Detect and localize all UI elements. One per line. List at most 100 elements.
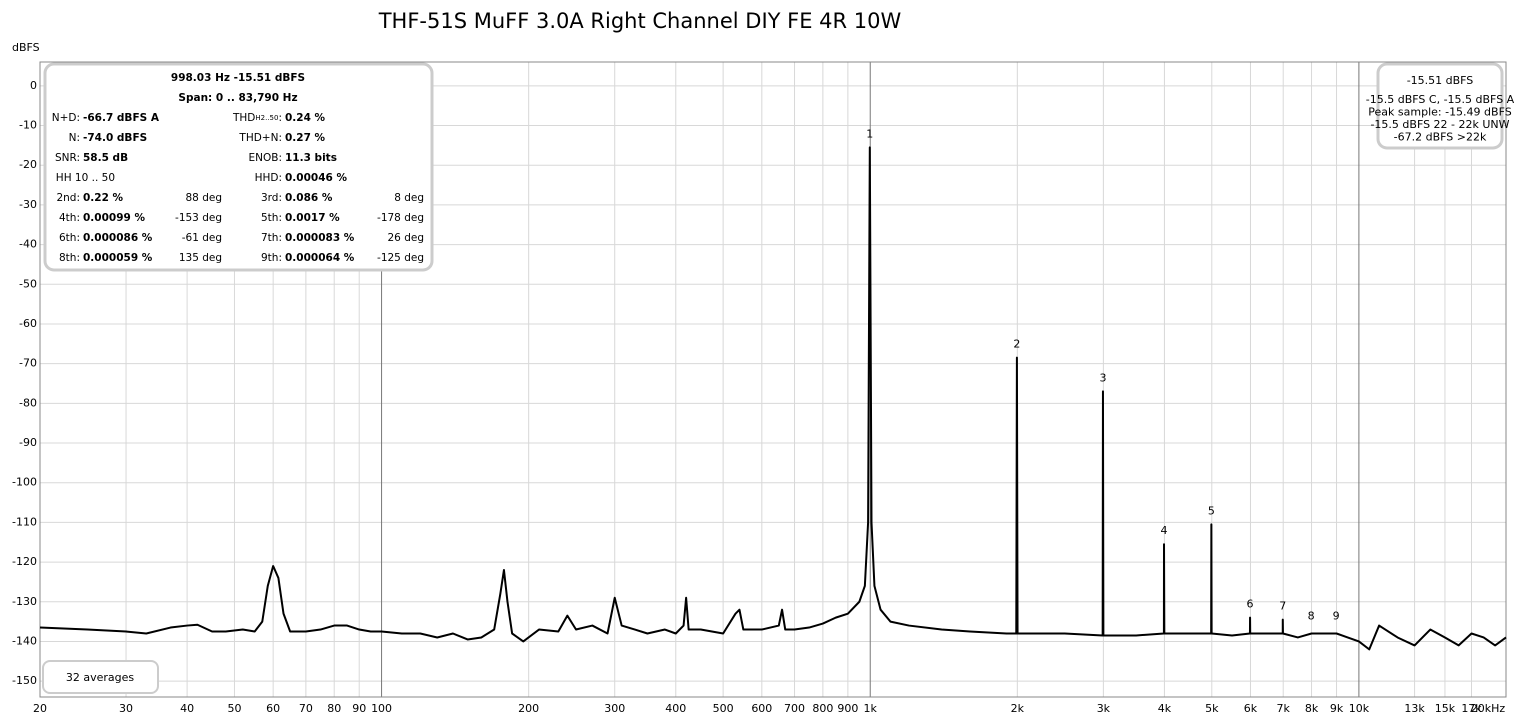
info-label: 7th: bbox=[261, 232, 282, 244]
x-tick-label: 1k bbox=[864, 702, 878, 715]
y-tick-label: -100 bbox=[12, 476, 37, 489]
y-tick-label: -110 bbox=[12, 515, 37, 528]
x-tick-label: 8k bbox=[1305, 702, 1319, 715]
x-tick-label: 5k bbox=[1205, 702, 1219, 715]
info-value: 0.24 % bbox=[285, 112, 326, 124]
x-tick-label: 500 bbox=[713, 702, 734, 715]
info-box bbox=[43, 62, 434, 272]
info-phase: -125 deg bbox=[377, 252, 424, 264]
info-value: 0.000064 % bbox=[285, 252, 355, 264]
x-tick-label: 50 bbox=[227, 702, 241, 715]
info-phase: 26 deg bbox=[388, 232, 425, 244]
harmonic-label: 7 bbox=[1279, 600, 1286, 613]
info-label: 3rd: bbox=[261, 192, 282, 204]
x-tick-label: 20 bbox=[33, 702, 47, 715]
info-value: 0.000086 % bbox=[83, 232, 153, 244]
harmonic-label: 3 bbox=[1099, 371, 1106, 384]
x-tick-label: 6k bbox=[1244, 702, 1258, 715]
y-tick-label: -30 bbox=[19, 198, 37, 211]
x-tick-label: 700 bbox=[784, 702, 805, 715]
level-line: -67.2 dBFS >22k bbox=[1394, 131, 1487, 144]
info-value: 0.000083 % bbox=[285, 232, 355, 244]
info-label-main: THD bbox=[232, 112, 255, 124]
level-line: -15.5 dBFS C, -15.5 dBFS A bbox=[1366, 93, 1515, 106]
info-header: Span: 0 .. 83,790 Hz bbox=[178, 92, 297, 104]
harmonic-label: 2 bbox=[1013, 338, 1020, 351]
info-header: 998.03 Hz -15.51 dBFS bbox=[171, 72, 305, 84]
info-label: HHD: bbox=[255, 172, 282, 184]
info-label: 9th: bbox=[261, 252, 282, 264]
x-tick-label: 4k bbox=[1158, 702, 1172, 715]
y-tick-label: -20 bbox=[19, 158, 37, 171]
averages: 32 averages bbox=[66, 671, 135, 684]
chart-title: THF-51S MuFF 3.0A Right Channel DIY FE 4… bbox=[378, 9, 902, 33]
harmonic-label: 1 bbox=[866, 127, 873, 140]
plot-frame bbox=[39, 61, 1507, 698]
x-tick-label: 9k bbox=[1330, 702, 1344, 715]
info-label: 8th: bbox=[59, 252, 80, 264]
x-tick-label: 100 bbox=[371, 702, 392, 715]
info-label-suffix: : bbox=[278, 112, 282, 124]
y-axis-label: dBFS bbox=[12, 41, 40, 54]
info-value: 11.3 bits bbox=[285, 152, 337, 164]
x-tick-label: 15k bbox=[1435, 702, 1456, 715]
info-value: 58.5 dB bbox=[83, 152, 128, 164]
x-tick-label: 3k bbox=[1097, 702, 1111, 715]
x-tick-label: 17k bbox=[1461, 702, 1482, 715]
info-label: 6th: bbox=[59, 232, 80, 244]
info-value: 0.00046 % bbox=[285, 172, 347, 184]
x-tick-label: 300 bbox=[604, 702, 625, 715]
info-phase: 8 deg bbox=[394, 192, 424, 204]
info-phase: -61 deg bbox=[182, 232, 222, 244]
level-box bbox=[1376, 62, 1504, 150]
harmonic-label: 5 bbox=[1208, 504, 1215, 517]
info-phase: 88 deg bbox=[186, 192, 223, 204]
y-tick-label: -150 bbox=[12, 674, 37, 687]
x-tick-label: 200 bbox=[518, 702, 539, 715]
harmonic-label: 8 bbox=[1308, 610, 1315, 623]
info-value: 0.0017 % bbox=[285, 212, 340, 224]
x-tick-label: 30 bbox=[119, 702, 133, 715]
info-value: -66.7 dBFS A bbox=[83, 112, 160, 124]
level-line: Peak sample: -15.49 dBFS bbox=[1368, 106, 1511, 119]
x-tick-label: 20kHz bbox=[1471, 702, 1506, 715]
x-tick-label: 2k bbox=[1011, 702, 1025, 715]
x-tick-label: 900 bbox=[837, 702, 858, 715]
y-tick-label: -60 bbox=[19, 317, 37, 330]
y-tick-label: -70 bbox=[19, 357, 37, 370]
info-label: HH 10 .. 50 bbox=[56, 172, 115, 184]
info-value: 0.086 % bbox=[285, 192, 333, 204]
level-main: -15.51 dBFS bbox=[1407, 74, 1474, 87]
y-tick-label: -140 bbox=[12, 634, 37, 647]
y-tick-label: -80 bbox=[19, 396, 37, 409]
info-label: 4th: bbox=[59, 212, 80, 224]
x-tick-label: 13k bbox=[1404, 702, 1425, 715]
y-tick-label: -90 bbox=[19, 436, 37, 449]
info-phase: 135 deg bbox=[179, 252, 222, 264]
spectrum-line bbox=[39, 146, 1507, 651]
x-tick-label: 7k bbox=[1277, 702, 1291, 715]
y-tick-label: -130 bbox=[12, 595, 37, 608]
info-label-sub: H2..50 bbox=[255, 114, 278, 122]
info-label: THDH2..50: bbox=[232, 112, 282, 124]
x-tick-label: 80 bbox=[327, 702, 341, 715]
x-tick-label: 90 bbox=[352, 702, 366, 715]
info-label: N: bbox=[69, 132, 80, 144]
x-tick-label: 600 bbox=[751, 702, 772, 715]
info-phase: -178 deg bbox=[377, 212, 424, 224]
harmonic-label: 9 bbox=[1333, 610, 1340, 623]
x-tick-label: 10k bbox=[1349, 702, 1370, 715]
info-label: SNR: bbox=[55, 152, 80, 164]
y-tick-label: -50 bbox=[19, 277, 37, 290]
x-tick-label: 400 bbox=[665, 702, 686, 715]
harmonic-label: 6 bbox=[1247, 598, 1254, 611]
info-value: 0.00099 % bbox=[83, 212, 145, 224]
y-tick-label: -40 bbox=[19, 238, 37, 251]
x-tick-label: 40 bbox=[180, 702, 194, 715]
info-label: 5th: bbox=[261, 212, 282, 224]
info-label: THD+N: bbox=[238, 132, 282, 144]
y-tick-label: 0 bbox=[30, 79, 37, 92]
averages-box bbox=[42, 660, 159, 694]
